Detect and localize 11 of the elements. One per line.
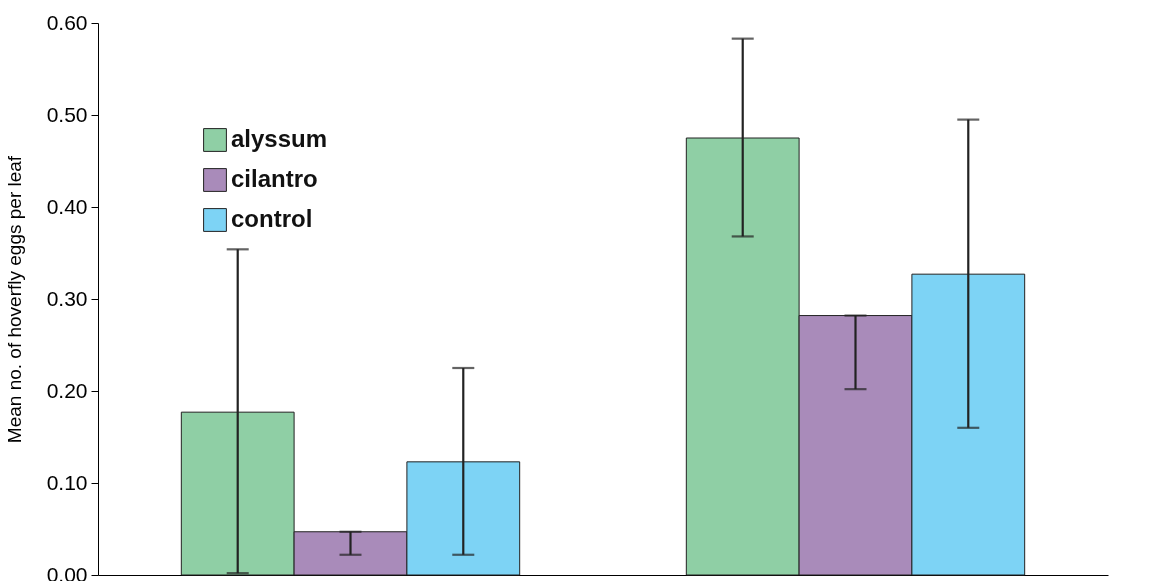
y-tick-label: 0.10 xyxy=(46,470,88,494)
y-tick-label: 0.40 xyxy=(46,194,88,218)
y-tick-label: 0.30 xyxy=(46,286,88,310)
y-tick-label: 0.50 xyxy=(46,102,88,126)
y-tick-label: 0.60 xyxy=(46,10,88,34)
y-tick-label: 0.00 xyxy=(46,562,88,581)
legend-label: alyssum xyxy=(231,125,328,152)
legend-label: control xyxy=(231,205,313,232)
y-axis-title: Mean no. of hoverfly eggs per leaf xyxy=(3,155,25,444)
y-tick-label: 0.20 xyxy=(46,378,88,402)
legend-label: cilantro xyxy=(231,165,318,192)
